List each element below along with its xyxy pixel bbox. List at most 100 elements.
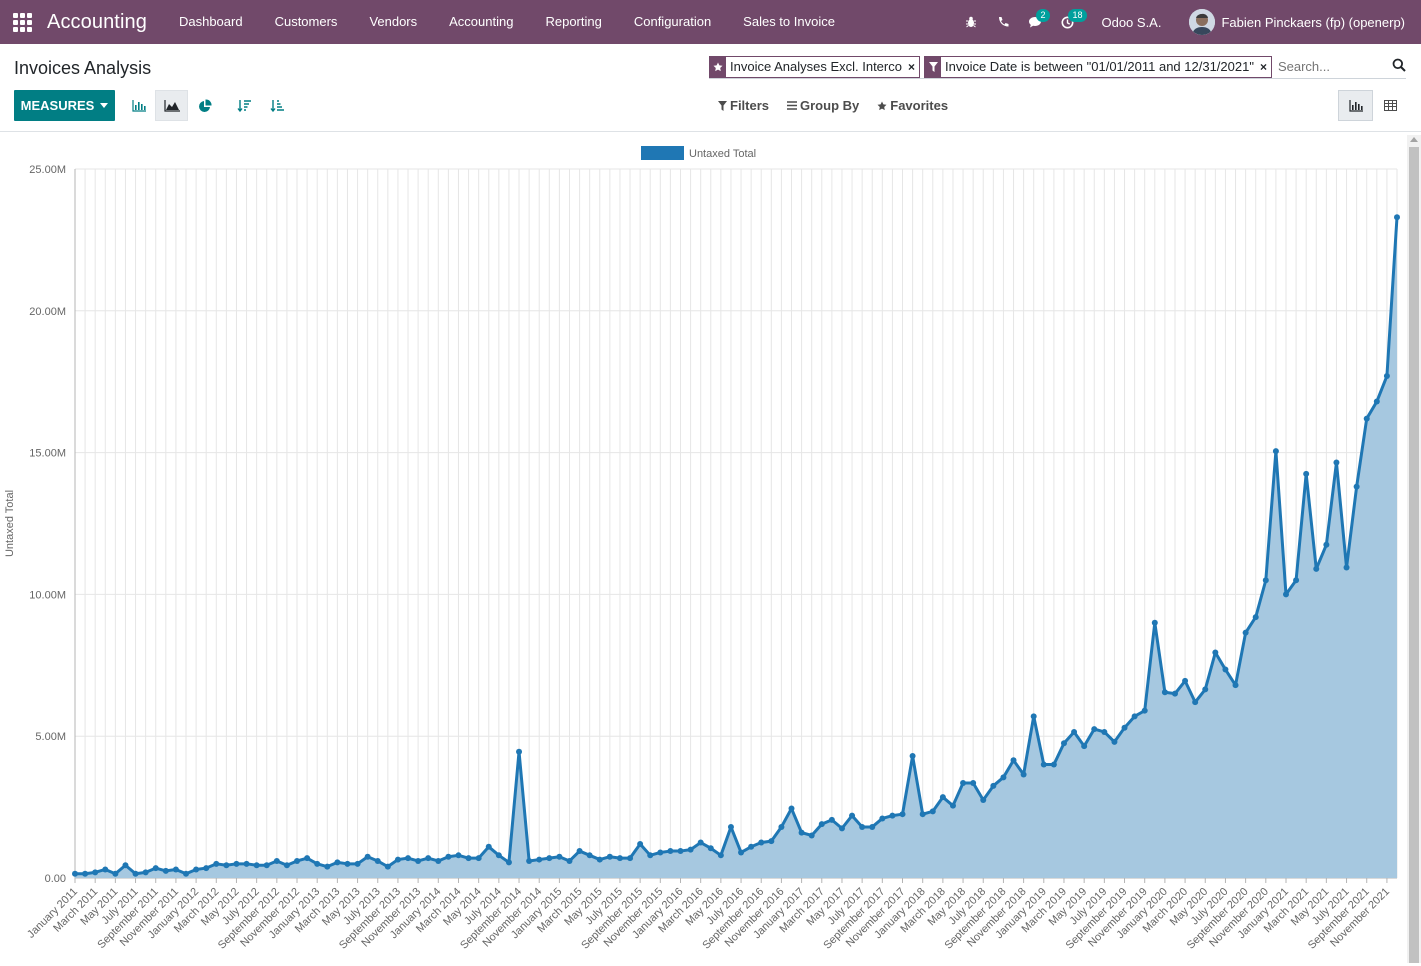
data-point xyxy=(828,816,835,823)
data-point xyxy=(132,870,139,877)
data-point xyxy=(919,811,926,818)
data-point xyxy=(1394,214,1400,221)
data-point xyxy=(687,846,694,853)
data-point xyxy=(1212,649,1219,656)
area-chart-icon xyxy=(163,99,180,112)
activity-clock-icon[interactable]: 18 xyxy=(1051,0,1087,44)
groupby-label: Group By xyxy=(800,98,860,113)
data-point xyxy=(1050,761,1057,768)
data-point xyxy=(364,853,371,860)
data-point xyxy=(1171,690,1178,697)
menu-reporting[interactable]: Reporting xyxy=(545,14,602,29)
data-point xyxy=(283,862,290,869)
data-point xyxy=(909,753,916,760)
pivot-view-button[interactable] xyxy=(1373,90,1408,121)
menu-accounting[interactable]: Accounting xyxy=(449,14,514,29)
data-point xyxy=(556,853,563,860)
data-point xyxy=(1161,689,1168,696)
menu-vendors[interactable]: Vendors xyxy=(369,14,418,29)
data-point xyxy=(1323,541,1330,548)
search-icon[interactable] xyxy=(1392,58,1406,75)
data-point xyxy=(1363,415,1370,422)
data-point xyxy=(445,853,452,860)
data-point xyxy=(939,794,946,801)
data-point xyxy=(536,856,543,863)
user-menu[interactable]: Fabien Pinckaers (fp) (openerp) xyxy=(1221,14,1405,30)
data-point xyxy=(667,848,674,855)
data-point xyxy=(1313,565,1320,572)
data-point xyxy=(758,839,765,846)
data-point xyxy=(798,829,805,836)
data-point xyxy=(586,852,593,859)
data-point xyxy=(627,855,634,862)
data-point xyxy=(425,855,432,862)
data-point xyxy=(1131,713,1138,720)
groupby-dropdown[interactable]: Group By xyxy=(787,98,859,113)
facet-remove-button[interactable]: × xyxy=(907,59,915,74)
search-bar: Invoice Analyses Excl. Interco × Invoice… xyxy=(709,55,1406,79)
facet-remove-button[interactable]: × xyxy=(1259,59,1267,74)
menu-sales-to-invoice[interactable]: Sales to Invoice xyxy=(743,14,835,29)
line-chart-mode-button[interactable] xyxy=(155,90,188,121)
filters-dropdown[interactable]: Filters xyxy=(718,98,769,113)
activity-badge: 18 xyxy=(1068,9,1087,22)
data-point xyxy=(808,832,815,839)
chat-badge: 2 xyxy=(1036,9,1050,22)
data-point xyxy=(929,808,936,815)
data-point xyxy=(1000,774,1007,781)
favorites-dropdown[interactable]: Favorites xyxy=(877,98,948,113)
graph-view-button[interactable] xyxy=(1338,90,1373,121)
filters-label: Filters xyxy=(730,98,770,113)
data-point xyxy=(899,811,906,818)
bar-chart-mode-button[interactable] xyxy=(122,90,155,121)
user-avatar[interactable] xyxy=(1189,9,1216,35)
data-point xyxy=(72,870,78,877)
measures-button[interactable]: MEASURES xyxy=(14,90,115,121)
systray: 2 18 Odoo S.A. Fabien Pinckaers (fp) (op… xyxy=(955,0,1421,44)
data-point xyxy=(1101,728,1108,735)
data-point xyxy=(1293,577,1300,584)
pie-chart-mode-button[interactable] xyxy=(188,90,221,121)
data-point xyxy=(455,852,462,859)
vertical-scrollbar[interactable] xyxy=(1407,135,1421,963)
data-point xyxy=(1272,448,1279,455)
page-title: Invoices Analysis xyxy=(14,58,152,78)
phone-icon[interactable] xyxy=(987,0,1019,44)
data-point xyxy=(1252,614,1259,621)
bug-icon[interactable] xyxy=(955,0,987,44)
menu-dashboard[interactable]: Dashboard xyxy=(178,14,243,29)
data-point xyxy=(546,855,553,862)
data-point xyxy=(223,862,230,869)
data-point xyxy=(304,855,311,862)
data-point xyxy=(1232,682,1239,689)
data-point xyxy=(142,869,149,876)
company-switcher[interactable]: Odoo S.A. xyxy=(1101,14,1162,30)
scrollbar-thumb[interactable] xyxy=(1409,147,1419,963)
data-point xyxy=(1071,728,1078,735)
data-point xyxy=(1222,666,1229,673)
data-point xyxy=(394,856,401,863)
data-point xyxy=(1343,564,1350,571)
sort-descending-button[interactable] xyxy=(227,90,260,121)
sort-ascending-icon xyxy=(269,99,284,112)
chat-icon[interactable]: 2 xyxy=(1019,0,1051,44)
pie-chart-icon xyxy=(198,98,212,112)
app-name[interactable]: Accounting xyxy=(47,10,147,33)
search-input[interactable] xyxy=(1277,59,1388,74)
data-point xyxy=(596,856,603,863)
menu-customers[interactable]: Customers xyxy=(274,14,338,29)
data-point xyxy=(344,860,351,867)
y-axis-label: Untaxed Total xyxy=(4,490,16,557)
data-point xyxy=(122,862,129,869)
data-point xyxy=(1040,761,1047,768)
table-icon xyxy=(1384,100,1397,111)
sort-ascending-button[interactable] xyxy=(260,90,293,121)
star-icon xyxy=(710,56,726,77)
apps-menu-icon[interactable] xyxy=(12,12,32,32)
scroll-up-arrow-icon[interactable] xyxy=(1410,137,1418,142)
chart-container: 0.00 5.00M 10.00M 15.00M 20.00M 25.00M January… xyxy=(0,133,1421,963)
bar-chart-icon xyxy=(131,99,146,112)
menu-configuration[interactable]: Configuration xyxy=(633,14,712,29)
data-point xyxy=(1353,483,1360,490)
data-point xyxy=(677,848,684,855)
